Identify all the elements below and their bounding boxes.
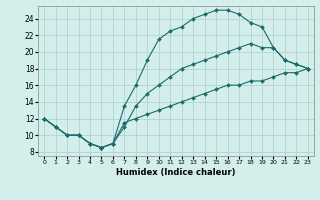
- X-axis label: Humidex (Indice chaleur): Humidex (Indice chaleur): [116, 168, 236, 177]
